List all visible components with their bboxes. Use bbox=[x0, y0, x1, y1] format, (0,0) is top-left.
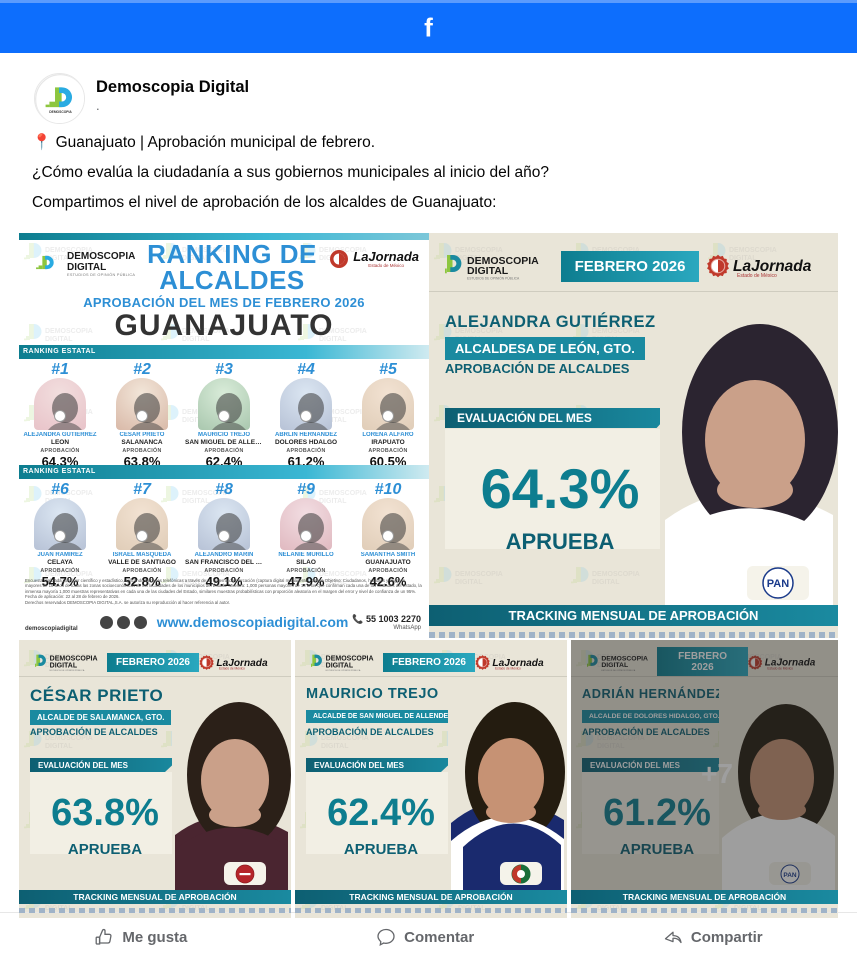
svg-text:Estado de México: Estado de México bbox=[219, 666, 245, 670]
svg-text:DIGITAL: DIGITAL bbox=[326, 662, 354, 669]
svg-text:DEMOSCOPIA: DEMOSCOPIA bbox=[50, 656, 98, 663]
svg-text:DIGITAL: DIGITAL bbox=[467, 265, 509, 277]
svg-text:DEMOSCOPIA: DEMOSCOPIA bbox=[49, 110, 72, 114]
svg-text:Estado de México: Estado de México bbox=[495, 666, 521, 670]
svg-text:ESTUDIOS DE OPINIÓN PÚBLICA: ESTUDIOS DE OPINIÓN PÚBLICA bbox=[467, 276, 520, 281]
svg-text:ESTUDIOS DE OPINIÓN PÚBLICA: ESTUDIOS DE OPINIÓN PÚBLICA bbox=[50, 669, 85, 672]
svg-text:DIGITAL: DIGITAL bbox=[50, 662, 78, 669]
svg-text:Estado de México: Estado de México bbox=[737, 273, 777, 279]
svg-text:DEMOSCOPIA: DEMOSCOPIA bbox=[326, 656, 374, 663]
svg-text:ESTUDIOS DE OPINIÓN PÚBLICA: ESTUDIOS DE OPINIÓN PÚBLICA bbox=[326, 669, 361, 672]
svg-text:PAN: PAN bbox=[767, 578, 789, 590]
